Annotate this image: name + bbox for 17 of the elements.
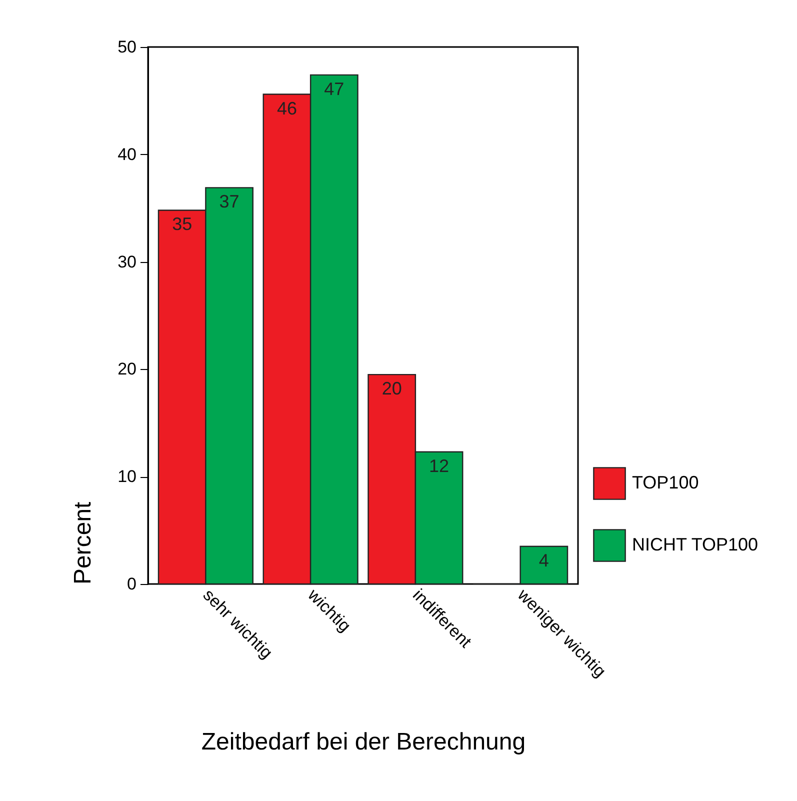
data-label: 20 (382, 378, 402, 399)
data-label: 47 (324, 78, 344, 99)
y-axis-title: Percent (70, 501, 97, 584)
y-tick-label: 10 (118, 467, 136, 486)
y-tick-label: 50 (118, 38, 136, 56)
x-axis-title: Zeitbedarf bei der Berechnung (201, 728, 526, 756)
y-tick-label: 0 (127, 574, 136, 594)
legend-label: TOP100 (632, 472, 699, 492)
legend-label: NICHT TOP100 (632, 534, 758, 554)
data-label: 4 (538, 550, 549, 570)
y-tick-label: 20 (118, 360, 136, 379)
data-label: 37 (219, 192, 240, 212)
data-label: 12 (429, 456, 450, 476)
y-tick-label: 30 (118, 252, 136, 272)
data-label: 46 (276, 98, 297, 118)
data-label: 35 (172, 214, 192, 234)
y-tick-label: 40 (118, 144, 136, 164)
